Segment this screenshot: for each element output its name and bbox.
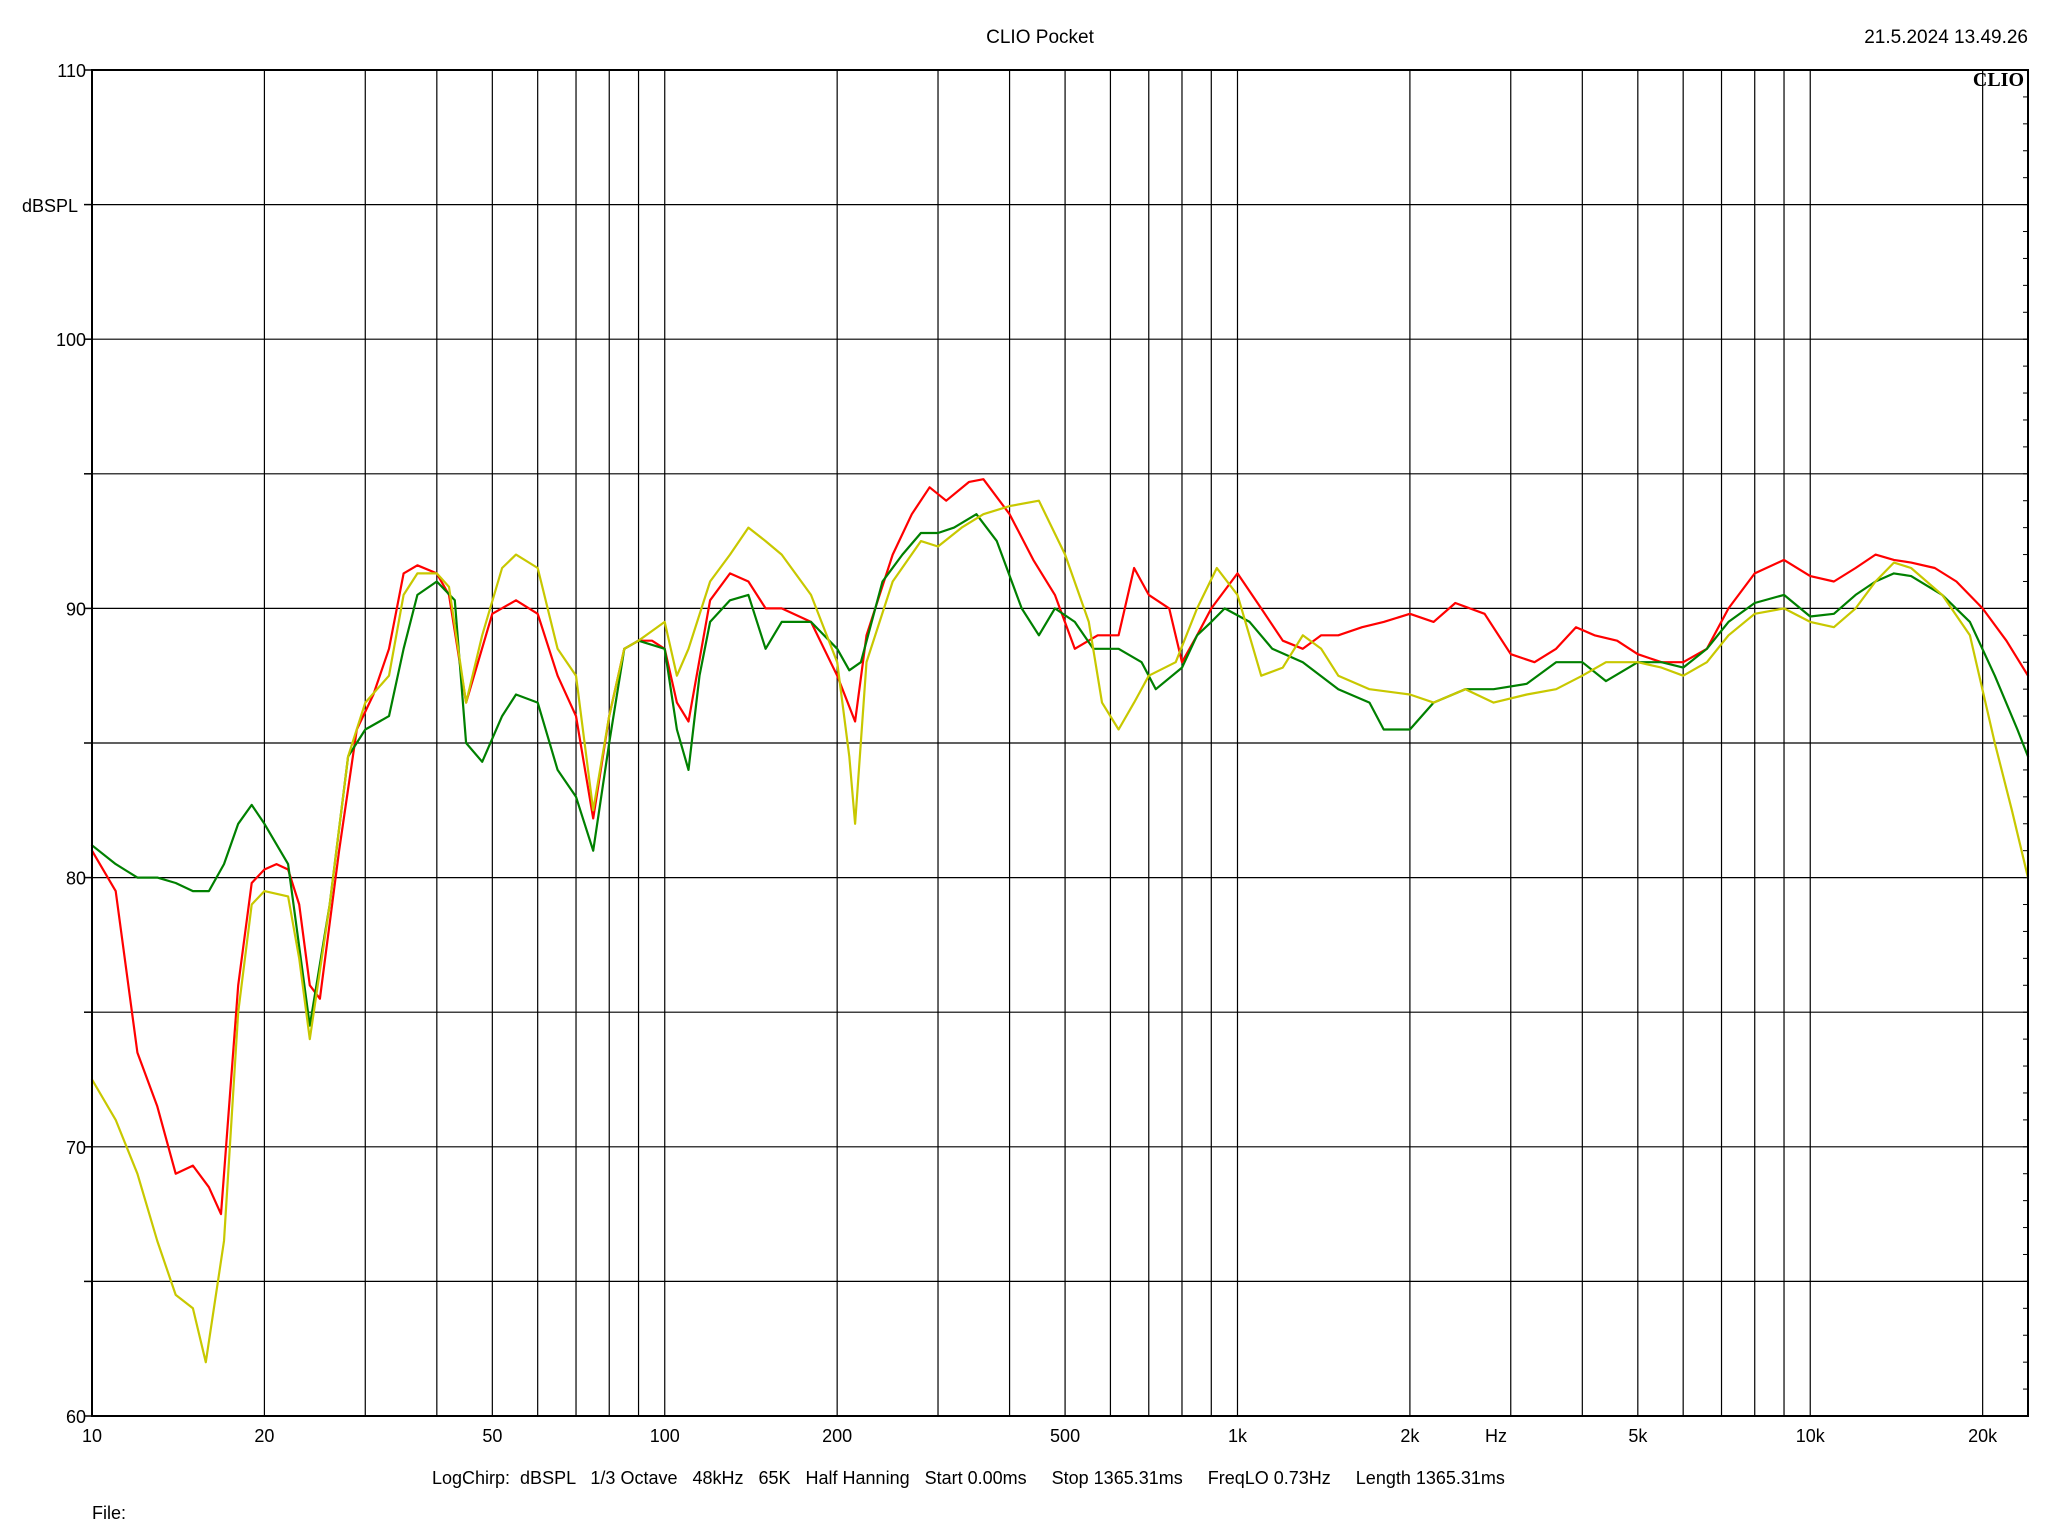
y-tick-label: 110 (57, 61, 86, 81)
y-tick-label: 90 (66, 599, 86, 619)
y-tick-label: 80 (66, 869, 86, 889)
y-tick-label: 100 (56, 330, 86, 350)
measurement-settings: LogChirp: dBSPL 1/3 Octave 48kHz 65K Hal… (432, 1468, 1505, 1488)
x-tick-label: 5k (1628, 1426, 1648, 1446)
series-group (90, 478, 2030, 1364)
clio-logo: CLIO (1973, 69, 2024, 91)
y-tick-label: 60 (66, 1407, 86, 1427)
series-line-2 (90, 513, 2030, 1027)
timestamp: 21.5.2024 13.49.26 (1864, 27, 2028, 48)
chart-title: CLIO Pocket (986, 27, 1094, 48)
x-tick-label: 500 (1050, 1426, 1080, 1446)
x-tick-label: 100 (650, 1426, 680, 1446)
x-tick-label: 10k (1796, 1426, 1826, 1446)
x-tick-label: 20k (1968, 1426, 1998, 1446)
x-axis-unit: Hz (1485, 1426, 1507, 1446)
x-tick-label: 10 (82, 1426, 102, 1446)
file-label: File: (92, 1503, 126, 1523)
x-tick-label: 1k (1228, 1426, 1248, 1446)
x-tick-label: 50 (482, 1426, 502, 1446)
x-tick-label: 200 (822, 1426, 852, 1446)
series-line-3 (90, 499, 2030, 1364)
plot-frame (91, 69, 2029, 1417)
y-tick-label: 70 (66, 1138, 86, 1158)
x-tick-label: 2k (1400, 1426, 1420, 1446)
x-axis-labels: 10 20 50 100 200 500 1k 2k 5k 10k 20k (82, 1426, 1998, 1446)
grid (84, 69, 2028, 1417)
y-axis-unit: dBSPL (22, 196, 78, 216)
x-tick-label: 20 (254, 1426, 274, 1446)
series-line-1 (90, 478, 2030, 1216)
y-axis-labels: 60 70 80 90 100 110 (56, 61, 86, 1427)
